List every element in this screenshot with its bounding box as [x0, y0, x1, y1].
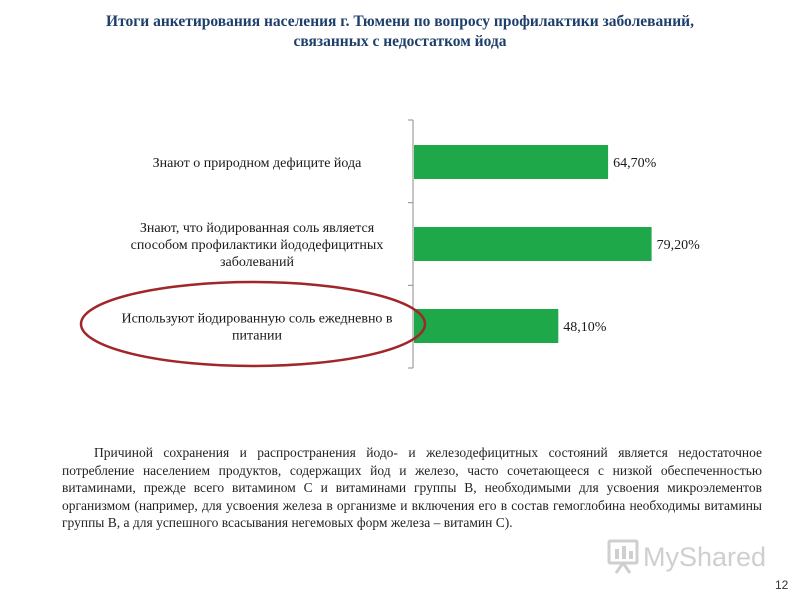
category-label-line: питании: [232, 329, 282, 344]
category-label-line: Знают о природном дефиците йода: [153, 156, 363, 171]
myshared-logo: MyShared: [607, 539, 766, 574]
data-label: 48,10%: [563, 320, 607, 335]
bar: [414, 145, 609, 179]
bar: [414, 309, 559, 343]
presentation-board-icon: [607, 539, 639, 574]
bar-chart: 64,70% Знают о природном дефиците йода 79,…: [79, 119, 701, 369]
slide-title: Итоги анкетирования населения г. Тюмени …: [40, 12, 760, 52]
category-label: Используют йодированную соль ежедневно в…: [121, 312, 392, 344]
category-label-line: способом профилактики йододефицитных: [131, 238, 384, 253]
slide-title-line-2: связанных с недостатком йода: [293, 33, 507, 50]
category-label: Знают о природном дефиците йода: [153, 156, 363, 171]
category-label-line: заболеваний: [220, 255, 295, 270]
explanatory-paragraph: Причиной сохранения и распространения йо…: [62, 445, 762, 530]
category-label: Знают, что йодированная соль является спо…: [131, 221, 384, 270]
page-number: 12: [775, 578, 789, 592]
slide-title-line-1: Итоги анкетирования населения г. Тюмени …: [106, 13, 694, 30]
data-label: 64,70%: [613, 156, 657, 171]
data-label: 79,20%: [657, 238, 701, 253]
watermark-text: MyShared: [643, 542, 766, 572]
category-label-line: Используют йодированную соль ежедневно в: [121, 312, 392, 327]
bar: [414, 227, 652, 261]
category-label-line: Знают, что йодированная соль является: [140, 221, 375, 236]
highlight-ellipse: [79, 280, 427, 368]
